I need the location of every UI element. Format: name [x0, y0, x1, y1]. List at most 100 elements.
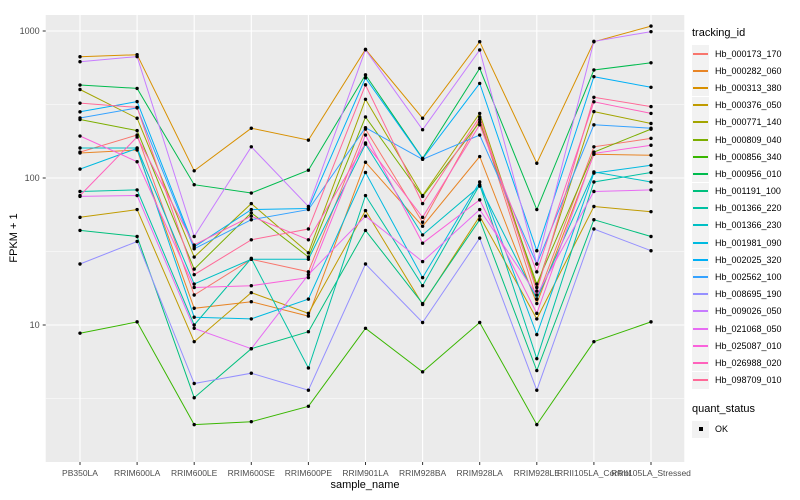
legend-key-line-icon: [693, 344, 708, 347]
data-point: [535, 293, 539, 297]
data-point: [478, 214, 482, 218]
data-point: [135, 188, 139, 192]
data-point: [535, 332, 539, 337]
legend-key-swatch: [692, 79, 709, 97]
data-point: [478, 154, 482, 159]
x-tick-label: RRII105LA_Stressed: [611, 468, 691, 478]
legend-item-label: Hb_000313_380: [715, 82, 782, 93]
legend-key-swatch: [692, 251, 709, 269]
data-point: [306, 168, 311, 172]
legend-item-label: Hb_008695_190: [715, 289, 782, 300]
y-tick-label: 10: [30, 320, 40, 330]
data-point: [649, 136, 653, 141]
data-point: [192, 315, 196, 319]
data-point: [306, 227, 311, 231]
data-point: [192, 255, 196, 259]
y-tick-label: 100: [25, 173, 40, 183]
data-point: [592, 339, 596, 344]
data-point: [420, 215, 425, 220]
data-point: [535, 249, 539, 253]
legend-key-line-icon: [693, 52, 708, 55]
data-point: [420, 241, 425, 245]
x-tick-label: RRIM600PE: [285, 468, 333, 478]
data-point: [420, 320, 425, 325]
data-point: [420, 275, 425, 280]
data-point: [135, 105, 139, 110]
data-point: [535, 289, 539, 293]
data-point: [249, 238, 253, 242]
data-point: [306, 204, 311, 209]
legend-key-swatch: [692, 302, 709, 320]
data-point: [535, 297, 539, 301]
data-point: [420, 370, 425, 374]
data-point: [306, 330, 311, 334]
data-point: [78, 331, 82, 335]
data-point: [478, 111, 482, 116]
data-point: [192, 247, 196, 251]
legend-item-Hb_008695_190: Hb_008695_190: [692, 285, 798, 303]
data-point: [135, 99, 139, 104]
data-point: [592, 145, 596, 149]
data-point: [192, 234, 196, 239]
legend-key-line-icon: [693, 104, 708, 107]
legend-key-line-icon: [693, 69, 708, 72]
data-point: [649, 170, 653, 175]
data-point: [592, 218, 596, 222]
legend-items-tracking-id: Hb_000173_170 Hb_000282_060 Hb_000313_380 H…: [692, 45, 798, 389]
legend-key-line-icon: [693, 361, 708, 364]
legend-item-label: Hb_002025_320: [715, 254, 782, 265]
legend-item-label: Hb_000771_140: [715, 117, 782, 128]
legend-item-Hb_025087_010: Hb_025087_010: [692, 337, 798, 355]
data-point: [78, 262, 82, 266]
legend-key-line-icon: [693, 138, 708, 141]
legend-item-label: Hb_002562_100: [715, 272, 782, 283]
data-point: [192, 422, 196, 427]
data-point: [363, 76, 368, 80]
data-point: [135, 128, 139, 133]
data-point: [78, 189, 82, 194]
legend-key-line-icon: [693, 207, 708, 210]
data-point: [306, 404, 311, 408]
data-point: [649, 104, 653, 109]
data-point: [649, 234, 653, 239]
data-point: [192, 326, 196, 330]
data-point: [306, 297, 311, 301]
legend-title-quant-status: quant_status: [692, 402, 755, 415]
data-point: [363, 262, 368, 266]
data-point: [192, 183, 196, 187]
data-point: [592, 189, 596, 194]
data-point: [478, 133, 482, 137]
data-point: [592, 204, 596, 209]
data-point: [649, 180, 653, 184]
data-point: [192, 339, 196, 344]
legend-key-line-icon: [693, 379, 708, 382]
legend-item-label: Hb_021068_050: [715, 323, 782, 334]
legend-key-line-icon: [693, 293, 708, 296]
legend-key-point-icon: [698, 427, 703, 432]
legend-item-label: Hb_000809_040: [715, 134, 782, 145]
data-point: [649, 320, 653, 324]
legend: tracking_id Hb_000173_170 Hb_000282_060 Hb…: [692, 27, 798, 438]
x-tick-label: RRIM928BA: [399, 468, 447, 478]
legend-item-Hb_009026_050: Hb_009026_050: [692, 302, 798, 320]
data-point: [363, 48, 368, 52]
legend-item-label: Hb_025087_010: [715, 340, 782, 351]
data-point: [78, 60, 82, 64]
data-point: [249, 346, 253, 351]
legend-item-Hb_098709_010: Hb_098709_010: [692, 371, 798, 389]
data-point: [363, 228, 368, 233]
data-point: [306, 251, 311, 255]
data-point: [249, 290, 253, 295]
x-tick-label: RRIM928LE: [514, 468, 561, 478]
data-point: [535, 262, 539, 266]
data-point: [192, 267, 196, 271]
data-point: [649, 121, 653, 126]
legend-item-label: Hb_000282_060: [715, 65, 782, 76]
data-point: [420, 157, 425, 162]
data-point: [363, 160, 368, 164]
legend-key-swatch: [692, 337, 709, 355]
data-point: [478, 198, 482, 202]
x-tick-label: RRIM600SE: [228, 468, 276, 478]
data-point: [535, 282, 539, 286]
